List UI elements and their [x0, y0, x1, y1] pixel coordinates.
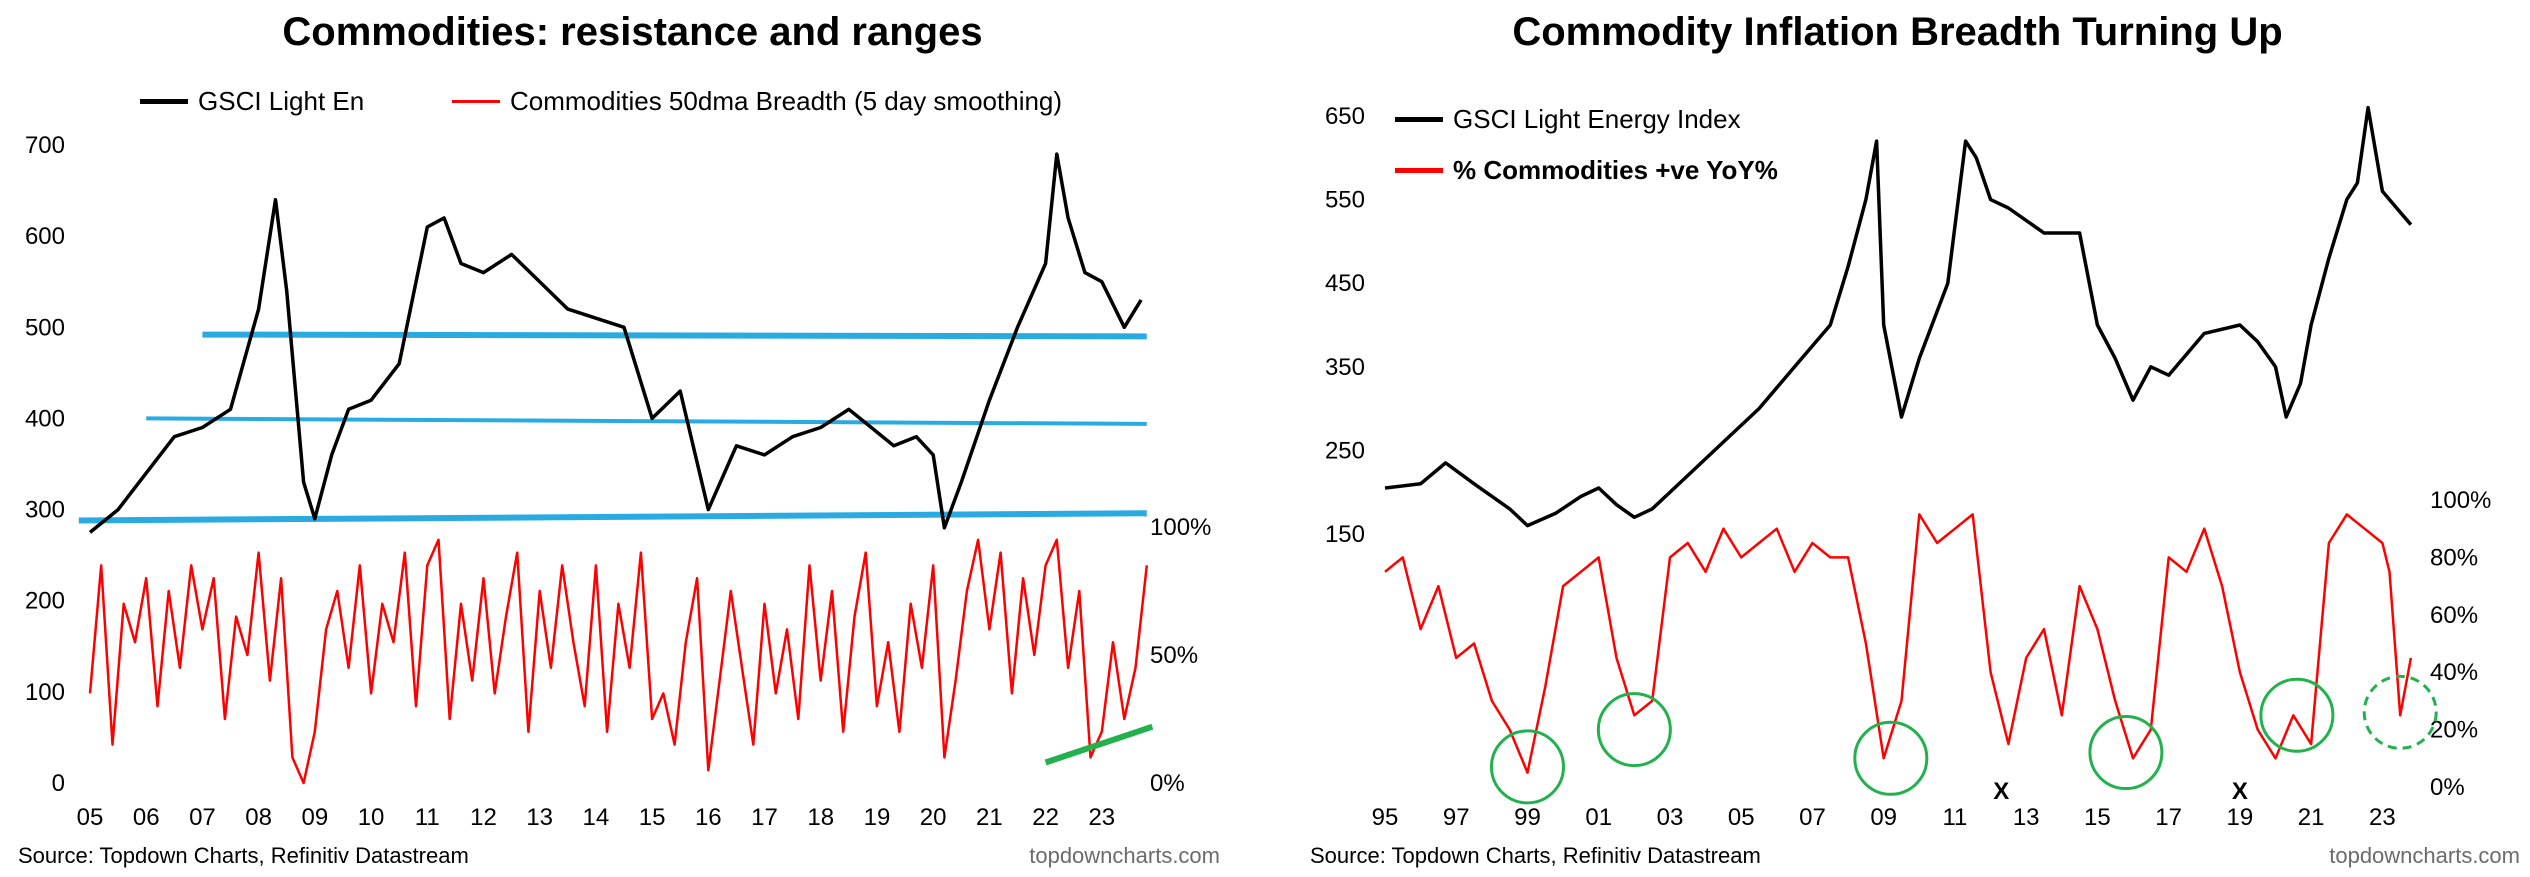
highlight-circle — [1489, 729, 1565, 805]
y-left-tick-label: 500 — [25, 314, 65, 341]
y-left-tick-label: 350 — [1325, 354, 1365, 381]
x-tick-label: 08 — [245, 804, 272, 831]
legend-swatch-gsci — [140, 99, 188, 104]
y-left-tick-label: 150 — [1325, 521, 1365, 548]
x-tick-label: 95 — [1372, 804, 1399, 831]
y-left-tick-label: 650 — [1325, 103, 1365, 130]
chart-panel-right: Commodity Inflation Breadth Turning Up G… — [1265, 0, 2530, 877]
legend-label-breadth: Commodities 50dma Breadth (5 day smoothi… — [510, 86, 1063, 116]
x-tick-label: 10 — [358, 804, 385, 831]
x-tick-label: 18 — [807, 804, 834, 831]
legend-label-gsci: GSCI Light Energy Index — [1453, 104, 1741, 134]
x-tick-label: 13 — [526, 804, 553, 831]
y-right-tick-label: 100% — [2430, 487, 2491, 514]
x-tick-label: 22 — [1032, 804, 1059, 831]
highlight-circle — [2259, 677, 2335, 753]
x-tick-label: 97 — [1443, 804, 1470, 831]
x-tick-label: 15 — [2084, 804, 2111, 831]
x-tick-label: 20 — [920, 804, 947, 831]
cross-marker: X — [1993, 778, 2009, 805]
x-tick-label: 19 — [864, 804, 891, 831]
y-left-tick-label: 600 — [25, 223, 65, 250]
legend-swatch-breadth — [452, 100, 500, 103]
chart-panel-left: Commodities: resistance and ranges GSCI … — [18, 10, 1220, 868]
y-left-tick-label: 200 — [25, 588, 65, 615]
x-tick-label: 17 — [2155, 804, 2182, 831]
y-right-tick-label: 80% — [2430, 544, 2478, 571]
y-right-tick-label: 100% — [1150, 514, 1211, 541]
cross-marker: X — [2232, 778, 2248, 805]
x-tick-label: 06 — [133, 804, 160, 831]
chart-title: Commodities: resistance and ranges — [282, 10, 983, 54]
x-tick-label: 03 — [1657, 804, 1684, 831]
y-right-tick-label: 20% — [2430, 717, 2478, 744]
legend-label-breadth: % Commodities +ve YoY% — [1453, 155, 1778, 185]
chart-left-svg: 0 100 200 300 400 500 600 700 0% 50% 100% 05 06 07 08 0… — [25, 132, 1211, 831]
x-tick-label: 15 — [639, 804, 666, 831]
x-tick-label: 21 — [2298, 804, 2325, 831]
x-tick-label: 14 — [583, 804, 610, 831]
y-right-tick-label: 0% — [2430, 774, 2465, 801]
source-note: Source: Topdown Charts, Refinitiv Datast… — [18, 843, 469, 868]
highlight-circle — [2088, 715, 2164, 791]
x-tick-label: 19 — [2227, 804, 2254, 831]
x-tick-label: 23 — [2369, 804, 2396, 831]
x-tick-label: 21 — [976, 804, 1003, 831]
y-left-tick-label: 550 — [1325, 187, 1365, 214]
legend-item-breadth: % Commodities +ve YoY% — [1395, 155, 1778, 186]
y-right-tick-label: 50% — [1150, 642, 1198, 669]
series-line-breadth — [88, 538, 1149, 785]
y-left-tick-label: 250 — [1325, 437, 1365, 464]
trend-line — [1044, 723, 1154, 766]
x-tick-label: 12 — [470, 804, 497, 831]
x-tick-label: 99 — [1514, 804, 1541, 831]
series-line-gsci — [88, 152, 1143, 534]
x-tick-label: 16 — [695, 804, 722, 831]
highlight-circle — [1596, 692, 1672, 768]
chart-title: Commodity Inflation Breadth Turning Up — [1512, 10, 2283, 54]
y-left-tick-label: 100 — [25, 679, 65, 706]
watermark: topdowncharts.com — [1029, 843, 1220, 868]
y-right-tick-label: 0% — [1150, 770, 1185, 797]
x-tick-label: 23 — [1088, 804, 1115, 831]
x-tick-label: 17 — [751, 804, 778, 831]
legend-label-gsci: GSCI Light En — [198, 86, 365, 116]
legend-swatch-breadth — [1395, 168, 1443, 173]
legend-item-gsci: GSCI Light En — [140, 86, 364, 117]
x-tick-label: 11 — [415, 804, 440, 831]
resistance-line — [202, 331, 1147, 340]
highlight-circle — [2362, 674, 2438, 750]
y-left-tick-label: 700 — [25, 132, 65, 159]
resistance-line — [78, 510, 1147, 524]
legend-swatch-gsci — [1395, 117, 1443, 122]
x-tick-label: 05 — [77, 804, 104, 831]
y-right-tick-label: 60% — [2430, 602, 2478, 629]
y-right-tick-label: 40% — [2430, 659, 2478, 686]
x-tick-label: 07 — [1799, 804, 1826, 831]
x-tick-label: 01 — [1585, 804, 1612, 831]
y-left-tick-label: 0 — [52, 770, 65, 797]
y-left-tick-label: 400 — [25, 405, 65, 432]
y-left-tick-label: 300 — [25, 497, 65, 524]
x-tick-label: 13 — [2013, 804, 2040, 831]
source-note: Source: Topdown Charts, Refinitiv Datast… — [1310, 843, 1761, 868]
highlight-circle — [1853, 720, 1929, 796]
x-tick-label: 11 — [1942, 804, 1967, 831]
x-tick-label: 05 — [1728, 804, 1755, 831]
x-tick-label: 09 — [1870, 804, 1897, 831]
series-line-gsci — [1384, 105, 2413, 528]
legend-item-breadth: Commodities 50dma Breadth (5 day smoothi… — [452, 86, 1062, 117]
series-line-breadth — [1384, 513, 2413, 774]
x-tick-label: 07 — [189, 804, 216, 831]
chart-right-svg: 150 250 350 450 550 650 0% 20% 40% 60% 80% 100% 95 97… — [1325, 103, 2491, 831]
y-left-tick-label: 450 — [1325, 270, 1365, 297]
legend-item-gsci: GSCI Light Energy Index — [1395, 104, 1741, 135]
x-tick-label: 09 — [301, 804, 328, 831]
watermark: topdowncharts.com — [2329, 843, 2520, 868]
